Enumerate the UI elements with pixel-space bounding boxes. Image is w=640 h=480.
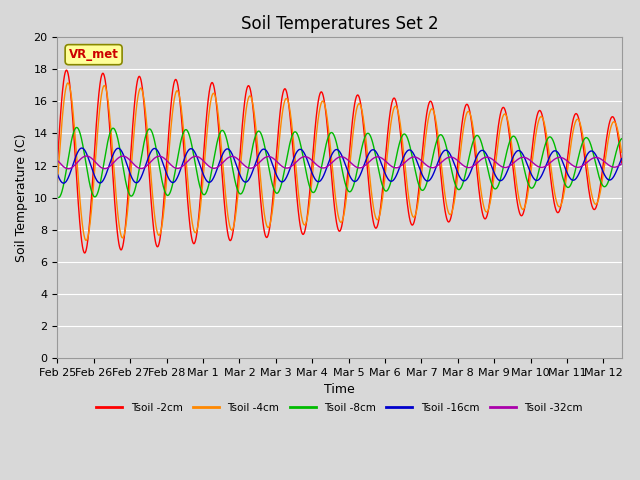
- Tsoil -8cm: [73, 125, 81, 131]
- Tsoil -2cm: [499, 106, 506, 111]
- Tsoil -2cm: [81, 250, 88, 256]
- Tsoil -16cm: [602, 174, 610, 180]
- Text: VR_met: VR_met: [68, 48, 118, 61]
- Tsoil -8cm: [602, 183, 610, 189]
- Tsoil -8cm: [83, 165, 91, 171]
- Tsoil -4cm: [602, 155, 609, 161]
- Tsoil -4cm: [328, 164, 336, 170]
- Tsoil -2cm: [602, 143, 609, 149]
- Tsoil -2cm: [54, 159, 61, 165]
- Tsoil -32cm: [83, 153, 91, 159]
- Tsoil -4cm: [54, 180, 61, 185]
- Tsoil -4cm: [602, 153, 610, 158]
- Line: Tsoil -32cm: Tsoil -32cm: [58, 156, 621, 169]
- Tsoil -16cm: [314, 179, 321, 184]
- Tsoil -32cm: [618, 161, 625, 167]
- Tsoil -2cm: [83, 244, 91, 250]
- Tsoil -8cm: [602, 183, 609, 189]
- Tsoil -8cm: [54, 194, 61, 200]
- Tsoil -8cm: [618, 136, 625, 142]
- Line: Tsoil -8cm: Tsoil -8cm: [58, 128, 621, 198]
- Line: Tsoil -16cm: Tsoil -16cm: [58, 148, 621, 183]
- Tsoil -32cm: [314, 163, 321, 168]
- Tsoil -32cm: [83, 153, 90, 159]
- Legend: Tsoil -2cm, Tsoil -4cm, Tsoil -8cm, Tsoil -16cm, Tsoil -32cm: Tsoil -2cm, Tsoil -4cm, Tsoil -8cm, Tsoi…: [92, 398, 587, 417]
- Tsoil -2cm: [314, 105, 321, 110]
- Tsoil -8cm: [499, 169, 506, 175]
- Tsoil -16cm: [602, 174, 609, 180]
- Tsoil -2cm: [618, 159, 625, 165]
- Tsoil -4cm: [83, 238, 90, 243]
- Tsoil -16cm: [83, 151, 91, 157]
- Tsoil -8cm: [328, 130, 336, 136]
- Tsoil -32cm: [602, 160, 610, 166]
- Tsoil -2cm: [328, 182, 336, 188]
- Tsoil -4cm: [83, 237, 91, 243]
- Tsoil -32cm: [328, 159, 336, 165]
- Tsoil -32cm: [65, 166, 72, 172]
- Tsoil -16cm: [78, 145, 86, 151]
- Tsoil -16cm: [328, 151, 336, 156]
- Tsoil -16cm: [499, 177, 506, 183]
- Tsoil -2cm: [602, 141, 610, 147]
- Tsoil -2cm: [63, 67, 70, 73]
- Title: Soil Temperatures Set 2: Soil Temperatures Set 2: [241, 15, 438, 33]
- Tsoil -32cm: [602, 160, 609, 166]
- Tsoil -4cm: [314, 123, 321, 129]
- Tsoil -4cm: [499, 116, 506, 121]
- Tsoil -16cm: [60, 180, 67, 186]
- Line: Tsoil -4cm: Tsoil -4cm: [58, 83, 621, 240]
- Tsoil -4cm: [618, 149, 625, 155]
- Y-axis label: Soil Temperature (C): Soil Temperature (C): [15, 133, 28, 262]
- Tsoil -8cm: [314, 182, 321, 188]
- Tsoil -32cm: [54, 157, 61, 163]
- Tsoil -4cm: [64, 80, 72, 86]
- Tsoil -32cm: [499, 164, 506, 170]
- Tsoil -16cm: [618, 156, 625, 161]
- Tsoil -16cm: [54, 171, 61, 177]
- Line: Tsoil -2cm: Tsoil -2cm: [58, 70, 621, 253]
- X-axis label: Time: Time: [324, 383, 355, 396]
- Tsoil -8cm: [54, 195, 62, 201]
